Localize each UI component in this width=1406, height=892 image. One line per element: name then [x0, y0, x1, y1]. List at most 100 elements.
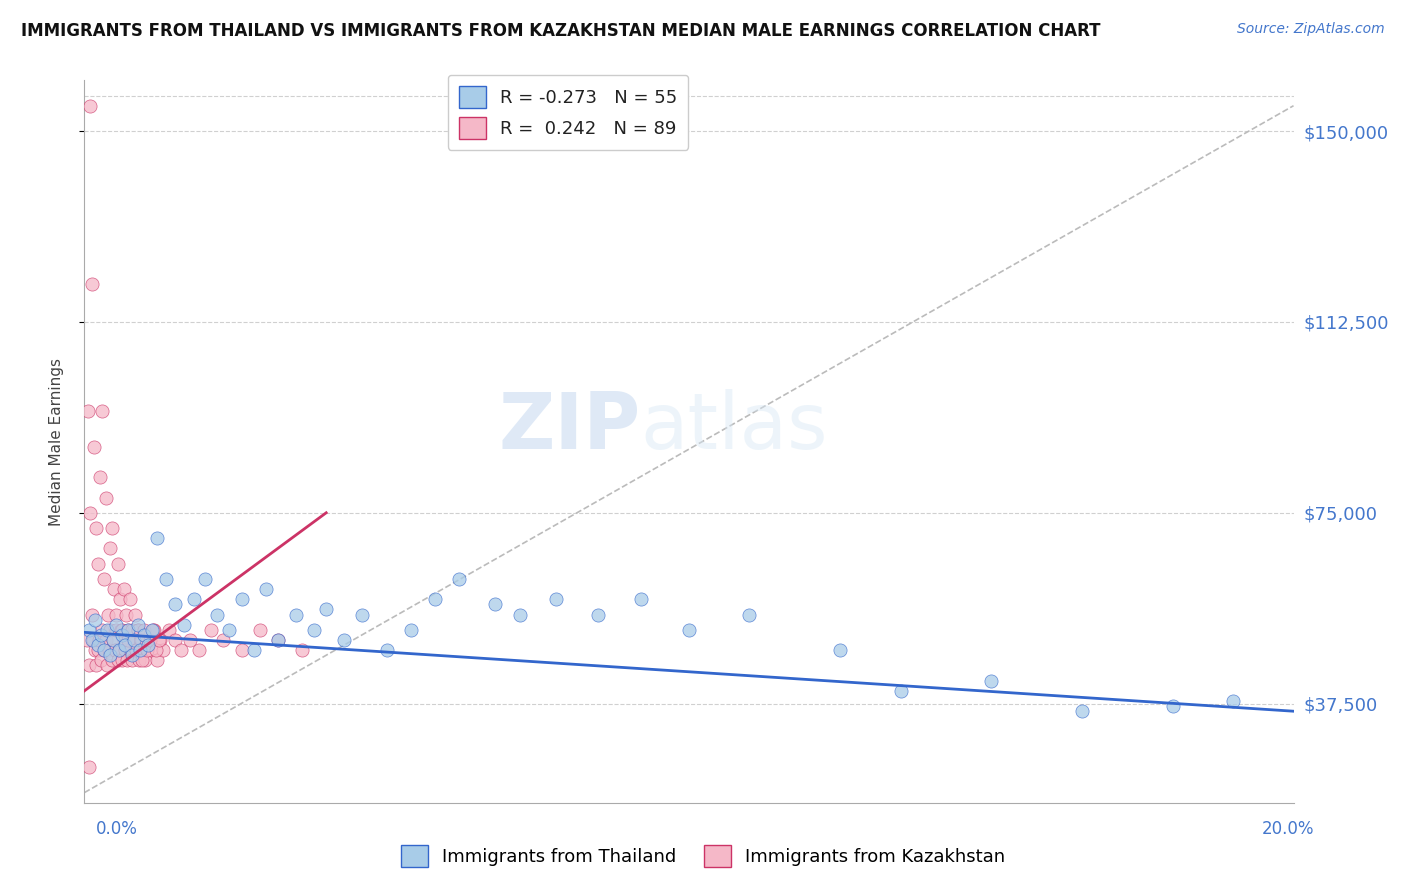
Point — [127, 617, 149, 632]
Point — [218, 623, 240, 637]
Point — [121, 623, 143, 637]
Point — [138, 632, 160, 647]
Point — [139, 643, 162, 657]
Point — [129, 643, 152, 657]
Point — [114, 638, 136, 652]
Point — [103, 582, 125, 596]
Point — [105, 607, 128, 622]
Point — [352, 607, 374, 622]
Point — [678, 623, 700, 637]
Point — [630, 592, 652, 607]
Point — [115, 653, 138, 667]
Point — [112, 632, 135, 647]
Point — [112, 582, 135, 596]
Point — [121, 632, 143, 647]
Point — [77, 623, 100, 637]
Point — [242, 643, 264, 657]
Point — [90, 404, 112, 418]
Text: atlas: atlas — [641, 389, 828, 465]
Point — [165, 598, 187, 612]
Point — [93, 643, 115, 657]
Point — [125, 643, 148, 657]
Point — [111, 653, 134, 667]
Point — [117, 632, 139, 647]
Point — [267, 632, 290, 647]
Point — [82, 632, 104, 647]
Point — [484, 598, 506, 612]
Point — [80, 632, 103, 647]
Point — [86, 643, 108, 657]
Point — [207, 607, 229, 622]
Point — [738, 607, 761, 622]
Point — [82, 277, 104, 291]
Point — [104, 617, 127, 632]
Point — [509, 607, 531, 622]
Point — [588, 607, 610, 622]
Point — [136, 632, 159, 647]
Point — [173, 617, 195, 632]
Point — [980, 673, 1002, 688]
Point — [142, 623, 165, 637]
Point — [1222, 694, 1244, 708]
Point — [142, 623, 165, 637]
Point — [118, 643, 141, 657]
Point — [124, 607, 146, 622]
Point — [108, 592, 131, 607]
Point — [129, 632, 152, 647]
Point — [188, 643, 211, 657]
Point — [103, 632, 125, 647]
Point — [97, 643, 120, 657]
Point — [111, 623, 134, 637]
Point — [100, 653, 122, 667]
Point — [111, 628, 134, 642]
Point — [103, 632, 125, 647]
Text: ZIP: ZIP — [498, 389, 641, 465]
Point — [104, 643, 127, 657]
Legend: R = -0.273   N = 55, R =  0.242   N = 89: R = -0.273 N = 55, R = 0.242 N = 89 — [447, 75, 689, 150]
Text: IMMIGRANTS FROM THAILAND VS IMMIGRANTS FROM KAZAKHSTAN MEDIAN MALE EARNINGS CORR: IMMIGRANTS FROM THAILAND VS IMMIGRANTS F… — [21, 22, 1101, 40]
Point — [423, 592, 446, 607]
Point — [79, 506, 101, 520]
Point — [135, 643, 157, 657]
Point — [131, 632, 153, 647]
Point — [132, 643, 155, 657]
Point — [131, 653, 153, 667]
Point — [302, 623, 325, 637]
Point — [146, 653, 169, 667]
Point — [77, 658, 100, 673]
Point — [179, 632, 201, 647]
Point — [200, 623, 222, 637]
Point — [127, 623, 149, 637]
Point — [76, 632, 98, 647]
Point — [89, 470, 111, 484]
Point — [157, 623, 180, 637]
Point — [96, 658, 118, 673]
Point — [79, 99, 101, 113]
Point — [86, 638, 108, 652]
Point — [120, 592, 142, 607]
Point — [121, 653, 143, 667]
Point — [315, 602, 337, 616]
Point — [134, 653, 156, 667]
Point — [77, 404, 100, 418]
Point — [254, 582, 277, 596]
Point — [90, 628, 112, 642]
Point — [1161, 699, 1184, 714]
Point — [149, 632, 172, 647]
Point — [136, 638, 159, 652]
Point — [134, 623, 156, 637]
Point — [125, 643, 148, 657]
Text: 20.0%: 20.0% — [1263, 820, 1315, 838]
Point — [114, 643, 136, 657]
Text: 0.0%: 0.0% — [96, 820, 138, 838]
Point — [121, 648, 143, 663]
Text: Source: ZipAtlas.com: Source: ZipAtlas.com — [1237, 22, 1385, 37]
Y-axis label: Median Male Earnings: Median Male Earnings — [49, 358, 63, 525]
Point — [449, 572, 471, 586]
Point — [94, 632, 117, 647]
Point — [89, 632, 111, 647]
Point — [83, 440, 105, 454]
Point — [104, 623, 127, 637]
Point — [122, 632, 145, 647]
Point — [84, 521, 107, 535]
